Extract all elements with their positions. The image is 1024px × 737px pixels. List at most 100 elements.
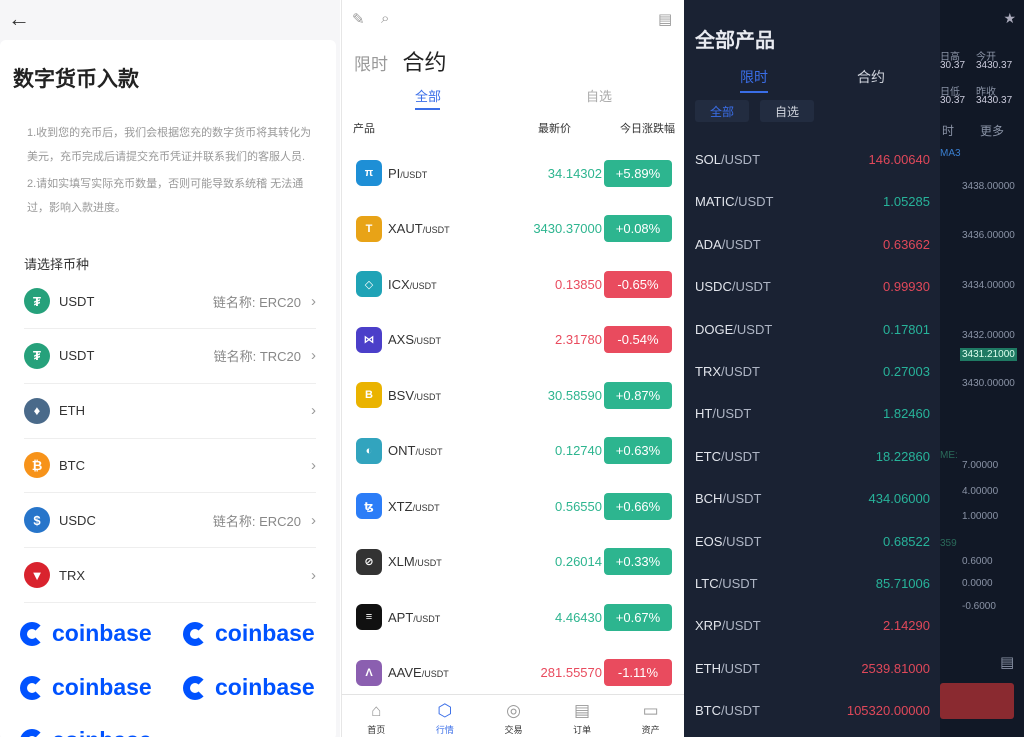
coin-option[interactable]: ♦ ETH › <box>24 384 316 439</box>
change-badge[interactable]: -1.11% <box>604 659 672 686</box>
tab-contract[interactable]: 合约 <box>402 50 447 75</box>
change-badge[interactable]: +0.63% <box>604 437 672 464</box>
coin-option[interactable]: ₮ USDT 链名称: ERC20 › <box>24 274 316 329</box>
stat-label: 日低 <box>940 87 960 98</box>
product-row[interactable]: XRP/USDT 2.14290 <box>695 618 930 633</box>
subtab-favorites[interactable]: 自选 <box>586 89 613 104</box>
change-badge[interactable]: +0.33% <box>604 548 672 575</box>
symbol: TRX/USDT <box>695 364 760 379</box>
market-row[interactable]: ≡ APT/USDT 4.46430 +0.67% <box>356 597 672 637</box>
back-arrow-icon[interactable]: ← <box>8 6 30 31</box>
drawer-tab-limited[interactable]: 限时 <box>740 69 768 85</box>
product-row[interactable]: BCH/USDT 434.06000 <box>695 491 930 506</box>
macd-tick: 0.6000 <box>962 556 993 567</box>
last-price: 434.06000 <box>868 491 930 507</box>
search-icon[interactable]: ⌕ <box>381 10 390 27</box>
product-row[interactable]: BTC/USDT 105320.00000 <box>695 703 930 718</box>
market-row[interactable]: ◐ ONT/USDT 0.12740 +0.63% <box>356 431 672 471</box>
col-product: 产品 <box>353 123 375 135</box>
product-drawer: 全部产品 限时 合约 全部 自选 SOL/USDT 146.00640 MATI… <box>684 0 940 737</box>
market-row[interactable]: π PI/USDT 34.14302 +5.89% <box>356 153 672 193</box>
drawer-title: 全部产品 <box>695 30 775 52</box>
chip-all[interactable]: 全部 <box>695 100 749 122</box>
coin-option[interactable]: ▼ TRX › <box>24 548 316 603</box>
page-title: 数字货币入款 <box>13 68 139 91</box>
nav-order[interactable]: ▤ 订单 <box>548 695 617 737</box>
last-price: 0.63662 <box>883 236 930 252</box>
change-badge[interactable]: +0.66% <box>604 492 672 520</box>
sell-button[interactable] <box>940 683 1014 719</box>
change-badge[interactable]: -0.65% <box>604 270 672 298</box>
product-row[interactable]: HT/USDT 1.82460 <box>695 406 930 421</box>
last-price: 0.68522 <box>883 533 930 549</box>
product-row[interactable]: ETH/USDT 2539.81000 <box>695 661 930 676</box>
last-price: 0.17801 <box>883 321 930 337</box>
coinbase-logo: coinbase <box>20 727 152 737</box>
change-badge[interactable]: +0.87% <box>604 381 672 409</box>
coin-option[interactable]: $ USDC 链名称: ERC20 › <box>24 493 316 549</box>
market-row[interactable]: ◇ ICX/USDT 0.13850 -0.65% <box>356 264 672 304</box>
nav-trade[interactable]: ◎ 交易 <box>479 695 548 737</box>
interval-tab[interactable]: 时 <box>942 124 955 138</box>
coinbase-logo: coinbase <box>20 620 152 647</box>
product-row[interactable]: DOGE/USDT 0.17801 <box>695 322 930 337</box>
symbol: XAUT/USDT <box>388 221 450 236</box>
symbol: BSV/USDT <box>388 387 442 403</box>
market-panel: ✎ ⌕ ▤ 限时 合约 全部 自选 产品 最新价 今日涨跌幅 π PI/USDT… <box>341 0 684 737</box>
document-icon[interactable]: ▤ <box>658 11 673 28</box>
change-badge[interactable]: +0.08% <box>604 215 672 242</box>
chip-favorites[interactable]: 自选 <box>760 100 814 122</box>
product-row[interactable]: SOL/USDT 146.00640 <box>695 152 930 167</box>
symbol: ONT/USDT <box>388 443 443 458</box>
product-row[interactable]: TRX/USDT 0.27003 <box>695 364 930 379</box>
current-price-tag: 3431.21000 <box>960 348 1017 361</box>
col-price: 最新价 <box>538 123 571 135</box>
coin-name: USDT <box>59 293 95 309</box>
market-row[interactable]: ⋈ AXS/USDT 2.31780 -0.54% <box>356 320 672 360</box>
market-row[interactable]: ⊘ XLM/USDT 0.26014 +0.33% <box>356 542 672 582</box>
coin-option[interactable]: ₮ USDT 链名称: TRC20 › <box>24 329 316 384</box>
volume-tick: 1.00000 <box>962 511 999 522</box>
order-icon: ▤ <box>574 701 591 720</box>
coin-icon: ≡ <box>356 604 382 630</box>
market-row[interactable]: T XAUT/USDT 3430.37000 +0.08% <box>356 209 672 249</box>
change-badge[interactable]: +5.89% <box>604 159 672 187</box>
background-chart: ★ 日高 30.37 今开 3430.37 日低 30.37 昨收 3430.3… <box>940 0 1024 737</box>
coin-icon: Λ <box>356 659 382 686</box>
last-price: 3430.37000 <box>533 221 602 236</box>
market-row[interactable]: Λ AAVE/USDT 281.55570 -1.11% <box>356 653 672 693</box>
change-badge[interactable]: -0.54% <box>604 326 672 353</box>
stat-label: 今开 <box>976 52 996 63</box>
volume-tick: 4.00000 <box>962 486 999 497</box>
more-dropdown[interactable]: 更多 <box>980 124 1005 138</box>
market-row[interactable]: ꜩ XTZ/USDT 0.56550 +0.66% <box>356 486 672 526</box>
symbol: AXS/USDT <box>388 332 442 347</box>
coinbase-logo: coinbase <box>183 674 315 701</box>
change-badge[interactable]: +0.67% <box>604 603 672 631</box>
edit-icon[interactable]: ✎ <box>352 11 365 28</box>
last-price: 85.71006 <box>875 576 930 591</box>
document-icon[interactable]: ▤ <box>1000 654 1015 671</box>
nav-market[interactable]: ⬡ 行情 <box>411 695 480 737</box>
market-icon: ⬡ <box>437 701 453 720</box>
last-price: 105320.00000 <box>846 703 930 719</box>
tab-limited[interactable]: 限时 <box>354 55 388 74</box>
product-row[interactable]: MATIC/USDT 1.05285 <box>695 194 930 209</box>
drawer-tab-contract[interactable]: 合约 <box>857 69 885 85</box>
coin-icon: ▼ <box>24 562 50 588</box>
stat-value: 30.37 <box>940 95 966 106</box>
coin-option[interactable]: ₿ BTC › <box>24 438 316 494</box>
subtab-all[interactable]: 全部 <box>415 89 442 104</box>
product-row[interactable]: USDC/USDT 0.99930 <box>695 279 930 294</box>
star-icon[interactable]: ★ <box>1003 10 1016 26</box>
product-row[interactable]: ETC/USDT 18.22860 <box>695 449 930 464</box>
nav-wallet[interactable]: ▭ 资产 <box>616 695 684 737</box>
nav-home[interactable]: ⌂ 首页 <box>342 695 411 737</box>
symbol: MATIC/USDT <box>695 194 774 210</box>
product-row[interactable]: LTC/USDT 85.71006 <box>695 576 930 591</box>
market-row[interactable]: B BSV/USDT 30.58590 +0.87% <box>356 375 672 415</box>
symbol: EOS/USDT <box>695 533 762 549</box>
product-row[interactable]: ADA/USDT 0.63662 <box>695 237 930 252</box>
product-row[interactable]: EOS/USDT 0.68522 <box>695 534 930 549</box>
symbol: ICX/USDT <box>388 276 437 292</box>
